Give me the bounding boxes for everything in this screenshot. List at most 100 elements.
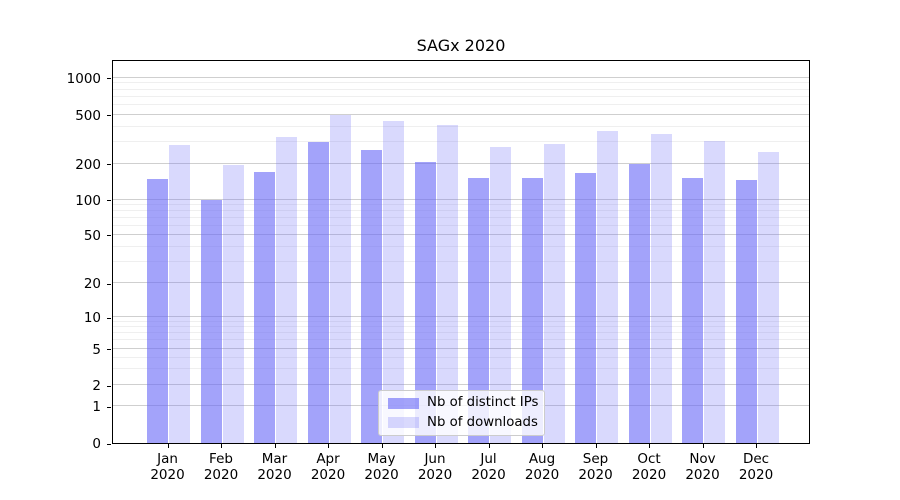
bar-distinct-ips-feb bbox=[200, 199, 222, 443]
x-tick-label: Oct 2020 bbox=[631, 451, 667, 483]
grid-line-minor bbox=[113, 216, 809, 218]
y-tick-label: 5 bbox=[92, 341, 101, 358]
grid-line-minor bbox=[113, 141, 809, 143]
grid-line-major bbox=[113, 282, 809, 284]
bar-downloads-may bbox=[383, 120, 404, 443]
bar-distinct-ips-jul bbox=[468, 178, 489, 443]
y-tick-label: 50 bbox=[83, 227, 101, 244]
x-tick-label: Apr 2020 bbox=[310, 451, 346, 483]
y-tick-mark bbox=[107, 164, 111, 166]
grid-line-major bbox=[113, 233, 809, 235]
x-tick-mark bbox=[756, 444, 757, 448]
x-tick-label: Aug 2020 bbox=[524, 451, 560, 483]
bar-downloads-dec bbox=[757, 152, 779, 443]
chart-title: SAGx 2020 bbox=[416, 36, 506, 55]
bar-downloads-jan bbox=[169, 145, 190, 443]
y-tick-mark bbox=[107, 283, 111, 285]
x-tick-mark bbox=[167, 444, 169, 448]
bar-downloads-sep bbox=[597, 131, 618, 443]
x-tick-label: Nov 2020 bbox=[685, 451, 720, 483]
grid-line-minor bbox=[113, 356, 809, 358]
grid-line-minor bbox=[113, 88, 809, 90]
bar-distinct-ips-may bbox=[361, 149, 382, 443]
grid-line-minor bbox=[113, 245, 809, 247]
grid-line-major bbox=[113, 347, 809, 349]
grid-line-minor bbox=[113, 125, 809, 127]
y-tick-label: 1 bbox=[92, 399, 101, 416]
grid-line-major bbox=[113, 113, 809, 115]
bar-downloads-oct bbox=[650, 133, 672, 443]
y-tick-mark bbox=[107, 349, 111, 351]
y-tick-mark bbox=[107, 406, 111, 408]
y-tick-mark bbox=[107, 317, 111, 319]
legend-swatch-downloads bbox=[388, 417, 419, 429]
bar-downloads-nov bbox=[704, 140, 725, 443]
bar-distinct-ips-mar bbox=[254, 171, 275, 443]
x-tick-label: May 2020 bbox=[364, 451, 399, 483]
y-tick-mark bbox=[107, 235, 111, 237]
bar-downloads-jul bbox=[490, 147, 511, 443]
plot-area bbox=[112, 60, 810, 444]
x-tick-label: Mar 2020 bbox=[257, 451, 292, 483]
bar-distinct-ips-oct bbox=[628, 164, 650, 443]
y-tick-label: 2 bbox=[92, 378, 101, 395]
bar-downloads-aug bbox=[543, 143, 565, 443]
x-tick-mark bbox=[328, 444, 329, 448]
grid-line-minor bbox=[113, 260, 809, 262]
x-tick-mark bbox=[542, 444, 543, 448]
grid-line-minor bbox=[113, 204, 809, 206]
grid-line-minor bbox=[113, 321, 809, 323]
grid-line-major bbox=[113, 316, 809, 318]
grid-line-minor bbox=[113, 82, 809, 84]
y-tick-mark bbox=[107, 78, 111, 80]
bar-distinct-ips-sep bbox=[575, 172, 596, 443]
legend-label-downloads: Nb of downloads bbox=[427, 414, 538, 430]
x-tick-label: Feb 2020 bbox=[203, 451, 239, 483]
x-tick-label: Jun 2020 bbox=[417, 451, 453, 483]
y-tick-mark bbox=[107, 115, 111, 117]
bar-distinct-ips-dec bbox=[735, 180, 757, 443]
y-tick-label: 20 bbox=[83, 276, 101, 293]
x-tick-mark bbox=[649, 444, 650, 448]
x-tick-mark bbox=[595, 444, 597, 448]
y-tick-label: 500 bbox=[75, 107, 101, 124]
x-tick-mark bbox=[702, 444, 704, 448]
x-tick-mark bbox=[381, 444, 383, 448]
grid-line-minor bbox=[113, 95, 809, 97]
x-tick-label: Jan 2020 bbox=[150, 451, 185, 483]
grid-line-minor bbox=[113, 103, 809, 105]
grid-line-minor bbox=[113, 332, 809, 334]
y-tick-mark bbox=[107, 200, 111, 202]
bar-distinct-ips-jun bbox=[414, 161, 436, 443]
grid-line-minor bbox=[113, 339, 809, 341]
grid-line-major bbox=[113, 76, 809, 78]
y-tick-mark bbox=[107, 443, 111, 445]
y-tick-label: 10 bbox=[83, 310, 101, 327]
x-tick-mark bbox=[488, 444, 490, 448]
bar-distinct-ips-aug bbox=[521, 178, 543, 443]
y-tick-label: 0 bbox=[92, 436, 101, 452]
x-tick-mark bbox=[274, 444, 276, 448]
y-tick-mark bbox=[107, 385, 111, 387]
y-tick-label: 100 bbox=[75, 192, 101, 209]
grid-line-minor bbox=[113, 326, 809, 328]
grid-line-minor bbox=[113, 224, 809, 226]
bar-distinct-ips-apr bbox=[307, 142, 329, 443]
x-tick-label: Jul 2020 bbox=[471, 451, 506, 483]
legend-row-downloads: Nb of downloads bbox=[388, 414, 538, 431]
y-tick-label: 1000 bbox=[66, 70, 101, 87]
x-tick-label: Dec 2020 bbox=[738, 451, 774, 483]
bar-downloads-feb bbox=[222, 164, 244, 443]
legend-swatch-distinct-ips bbox=[388, 397, 419, 409]
grid-line-major bbox=[113, 162, 809, 164]
bar-distinct-ips-jan bbox=[147, 178, 168, 443]
x-tick-mark bbox=[221, 444, 222, 448]
grid-line-major bbox=[113, 198, 809, 200]
legend-label-distinct-ips: Nb of distinct IPs bbox=[427, 395, 539, 411]
bar-downloads-apr bbox=[329, 114, 351, 443]
grid-line-major bbox=[113, 384, 809, 386]
bar-distinct-ips-nov bbox=[682, 178, 703, 443]
x-tick-mark bbox=[435, 444, 436, 448]
bar-downloads-jun bbox=[436, 124, 458, 443]
